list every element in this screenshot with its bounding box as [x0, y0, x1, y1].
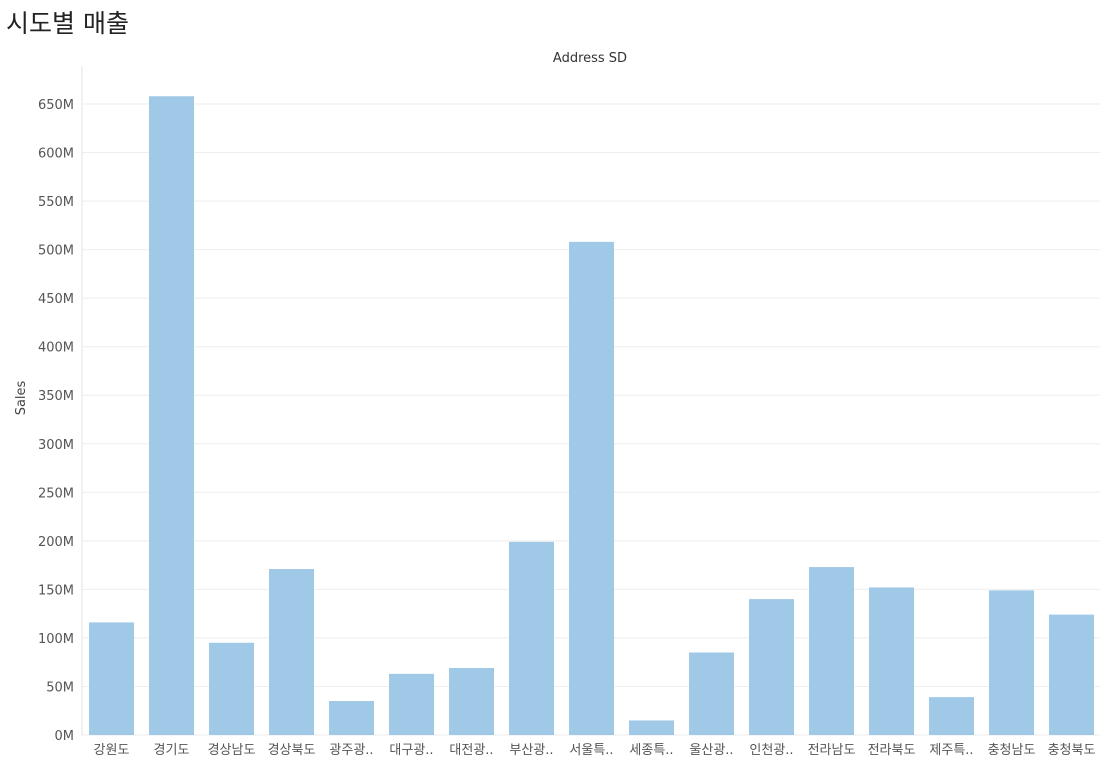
y-tick-label: 300M	[38, 438, 74, 453]
x-tick-label: 강원도	[94, 743, 130, 758]
y-tick-label: 450M	[38, 292, 74, 307]
x-tick-label: 전라남도	[808, 743, 856, 758]
bar[interactable]	[209, 642, 254, 735]
y-axis-label: Sales	[14, 380, 29, 415]
x-tick-label: 충청북도	[1048, 743, 1096, 758]
y-tick-label: 250M	[38, 486, 74, 501]
bar[interactable]	[1049, 614, 1094, 735]
bar[interactable]	[89, 622, 134, 735]
y-tick-label: 200M	[38, 535, 74, 550]
bar[interactable]	[749, 599, 794, 735]
x-axis-ticks: 강원도 경기도 경상남도 경상북도 광주광.. 대구광.. 대전광.. 부산광.. 서울특.. 세…	[94, 743, 1096, 758]
x-tick-label: 제주특..	[929, 743, 973, 758]
y-tick-label: 550M	[38, 195, 74, 210]
bar[interactable]	[509, 541, 554, 735]
y-tick-label: 50M	[46, 680, 74, 695]
y-tick-label: 400M	[38, 341, 74, 356]
y-tick-label: 0M	[55, 729, 75, 744]
x-tick-label: 광주광..	[329, 743, 373, 758]
bar[interactable]	[389, 673, 434, 735]
x-tick-label: 서울특..	[569, 743, 613, 758]
y-tick-label: 500M	[38, 244, 74, 259]
x-tick-label: 울산광..	[689, 743, 733, 758]
y-axis-ticks: 0M 50M 100M 150M 200M 250M 300M 350M 400M 450M 500…	[38, 98, 74, 744]
x-tick-label: 경상북도	[268, 743, 316, 758]
y-tick-label: 100M	[38, 632, 74, 647]
column-header: Address SD	[553, 51, 627, 66]
x-tick-label: 경기도	[154, 743, 190, 758]
y-tick-label: 600M	[38, 147, 74, 162]
bar[interactable]	[329, 701, 374, 735]
x-tick-label: 충청남도	[988, 743, 1036, 758]
bar[interactable]	[149, 96, 194, 736]
bar[interactable]	[989, 590, 1034, 735]
bar[interactable]	[689, 652, 734, 735]
x-tick-label: 대전광..	[449, 743, 493, 758]
bars	[89, 96, 1094, 736]
bar[interactable]	[569, 241, 614, 735]
y-tick-label: 350M	[38, 389, 74, 404]
x-tick-label: 인천광..	[749, 743, 793, 758]
y-tick-label: 150M	[38, 583, 74, 598]
y-tick-label: 650M	[38, 98, 74, 113]
x-tick-label: 대구광..	[389, 743, 433, 758]
x-tick-label: 세종특..	[629, 743, 673, 758]
bar[interactable]	[269, 568, 314, 735]
bar[interactable]	[869, 587, 914, 735]
x-tick-label: 부산광..	[509, 743, 553, 758]
bar[interactable]	[629, 720, 674, 735]
x-tick-label: 경상남도	[208, 743, 256, 758]
x-tick-label: 전라북도	[868, 743, 916, 758]
bar[interactable]	[809, 567, 854, 735]
bar[interactable]	[449, 668, 494, 735]
bar[interactable]	[929, 697, 974, 735]
page-title: 시도별 매출	[6, 9, 129, 38]
